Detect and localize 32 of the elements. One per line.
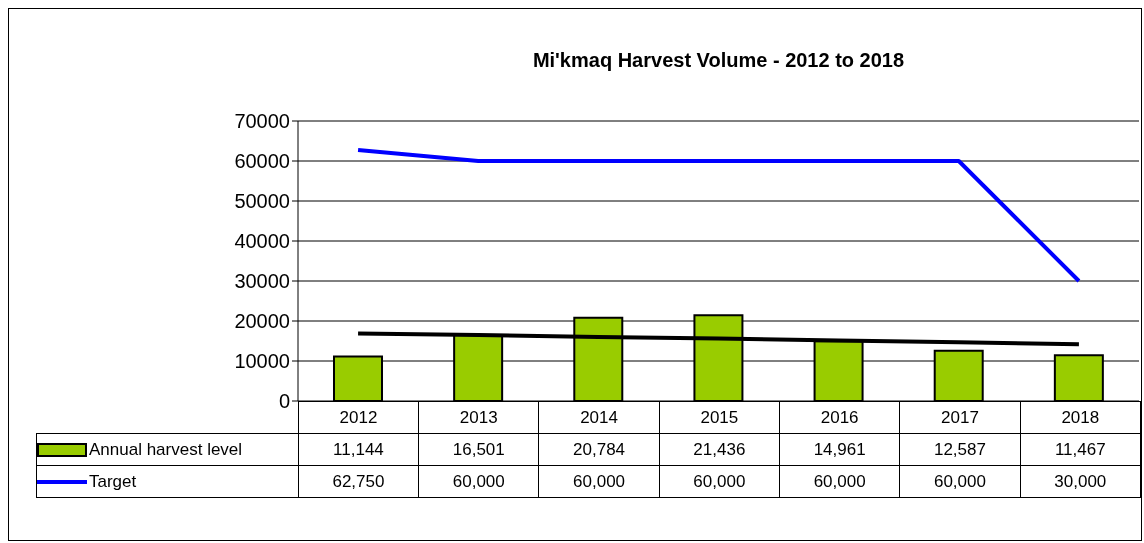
data-label: 60,000 [418,465,539,498]
data-label: 16,501 [418,433,539,466]
x-tick-label: 2014 [538,401,660,434]
data-label: 20,784 [538,433,660,466]
data-label: 60,000 [659,465,780,498]
x-tick-label: 2012 [298,401,419,434]
y-tick-label: 60000 [234,150,290,173]
y-tick-label: 20000 [234,310,290,333]
y-tick-label: 0 [278,390,290,413]
x-tick-label: 2017 [899,401,1021,434]
y-tick-label: 40000 [234,230,290,253]
y-tick-label: 70000 [234,110,290,133]
data-label: 60,000 [538,465,660,498]
x-tick-label: 2018 [1020,401,1141,434]
data-label: 30,000 [1020,465,1141,498]
x-tick-label: 2015 [659,401,780,434]
x-tick-label: 2016 [779,401,900,434]
data-label: 14,961 [779,433,900,466]
x-tick-label: 2013 [418,401,539,434]
data-label: 12,587 [899,433,1021,466]
data-label: 21,436 [659,433,780,466]
y-tick-label: 30000 [234,270,290,293]
data-label: 11,144 [298,433,419,466]
y-tick-label: 10000 [234,350,290,373]
data-label: 11,467 [1020,433,1141,466]
chart-title: Mi'kmaq Harvest Volume - 2012 to 2018 [531,49,906,72]
data-label: 62,750 [298,465,419,498]
data-label: 60,000 [779,465,900,498]
y-tick-label: 50000 [234,190,290,213]
data-label: 60,000 [899,465,1021,498]
legend-label: Target [36,465,299,498]
legend-label: Annual harvest level [36,433,299,466]
